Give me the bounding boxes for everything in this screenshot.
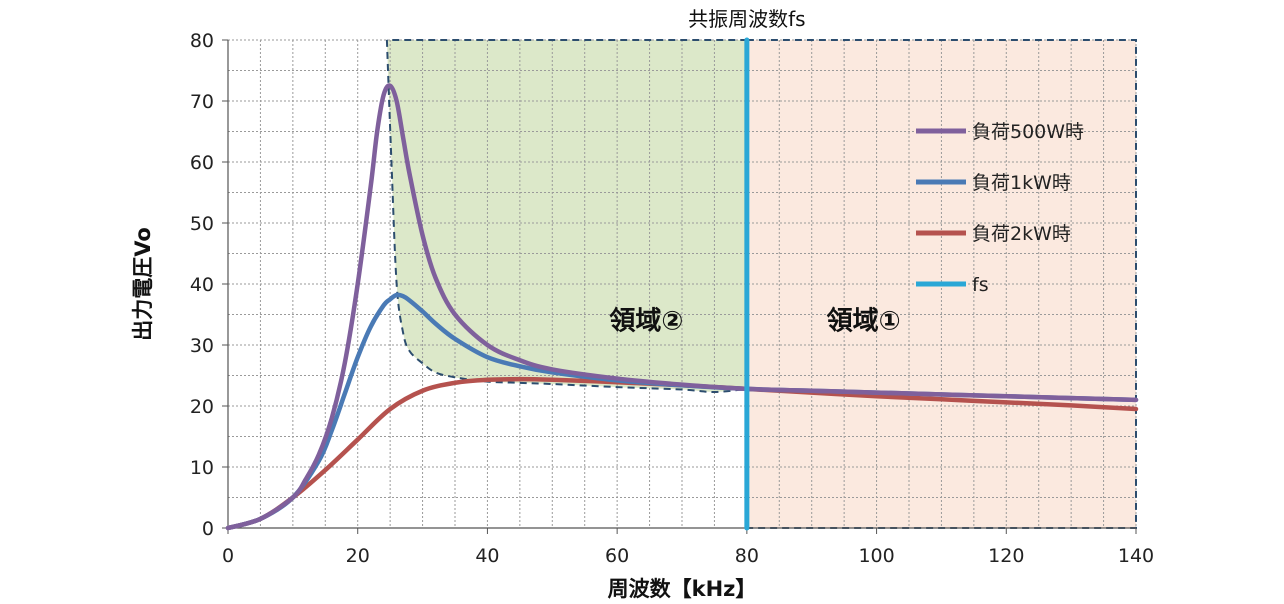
y-tick-label: 20 (190, 396, 214, 418)
y-tick-label: 40 (190, 274, 214, 296)
legend-label: fs (972, 274, 989, 296)
y-tick-label: 10 (190, 457, 214, 479)
region-2-fill (386, 40, 747, 392)
legend-label: 負荷1kW時 (972, 172, 1071, 194)
x-tick-label: 100 (858, 545, 894, 567)
region-1-label: 領域① (827, 306, 901, 337)
y-tick-label: 50 (190, 213, 214, 235)
x-tick-label: 40 (475, 545, 499, 567)
x-tick-label: 140 (1118, 545, 1154, 567)
series-line-load-0 (225, 83, 1139, 531)
x-tick-label: 60 (605, 545, 629, 567)
axes: 0 10 20 30 40 50 60 70 80 0 20 40 60 80 100 120 140 (190, 30, 1154, 567)
x-tick-label: 20 (346, 545, 370, 567)
x-axis-title: 周波数【kHz】 (608, 577, 757, 601)
y-tick-label: 60 (190, 152, 214, 174)
x-tick-label: 120 (988, 545, 1024, 567)
y-tick-label: 0 (202, 518, 214, 540)
region-2-border (385, 39, 748, 393)
x-tick-label: 0 (222, 545, 234, 567)
y-axis-title: 出力電圧Vo (131, 227, 155, 341)
legend-label: 負荷500W時 (972, 121, 1084, 143)
series-line-load-2 (225, 376, 1139, 531)
series-layer (225, 37, 1139, 531)
y-tick-label: 80 (190, 30, 214, 52)
legend-label: 負荷2kW時 (972, 223, 1071, 245)
labels-layer: 共振周波数fs 周波数【kHz】 出力電圧Vo 領域② 領域① (131, 7, 901, 601)
y-tick-label: 70 (190, 91, 214, 113)
y-tick-label: 30 (190, 335, 214, 357)
top-annotation-fs: 共振周波数fs (688, 7, 805, 31)
x-tick-label: 80 (735, 545, 759, 567)
grid (228, 39, 1137, 529)
region-2-label: 領域② (609, 306, 683, 337)
